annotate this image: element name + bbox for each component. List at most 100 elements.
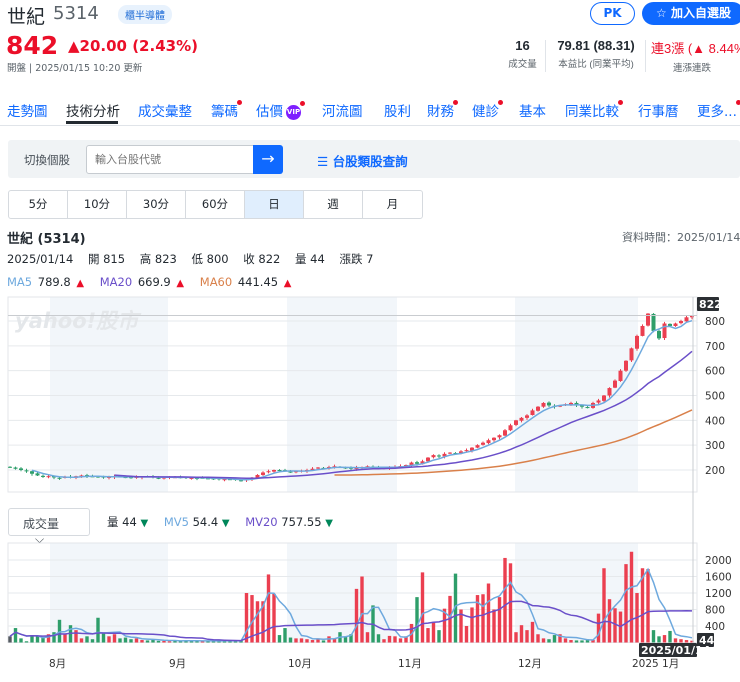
volume-bar	[668, 630, 672, 643]
nav-tab-12[interactable]: 更多...	[697, 100, 740, 120]
interval-tab-0[interactable]: 5分	[9, 191, 68, 218]
mv5-label: MV5	[163, 515, 189, 529]
candle	[79, 475, 84, 477]
volume-bar	[107, 636, 111, 643]
volume-bar	[530, 621, 535, 643]
candle	[35, 473, 40, 476]
volume-bar	[195, 641, 199, 643]
candle	[684, 317, 689, 322]
volume-tick-label: 1200	[705, 588, 732, 600]
high: 高 823	[139, 252, 177, 266]
nav-tab-3[interactable]: 籌碼	[211, 100, 242, 120]
change: 漲跌 7	[339, 252, 374, 266]
candle	[541, 402, 546, 407]
divider	[645, 40, 646, 72]
volume-bar	[41, 637, 45, 643]
candle	[96, 476, 100, 478]
volume-bar	[426, 628, 430, 643]
interval-tab-6[interactable]: 月	[386, 197, 399, 211]
category-query-link[interactable]: ☰ 台股類股查詢	[317, 154, 408, 169]
indicator-select[interactable]: 成交量⌵	[8, 508, 90, 546]
mv5-value: 54.4	[192, 515, 219, 529]
down-arrow-icon: ▼	[325, 518, 333, 529]
volume-bar	[261, 601, 265, 643]
interval-tab-2[interactable]: 30分	[127, 191, 186, 218]
volume-bar	[558, 634, 562, 643]
candle	[657, 330, 661, 339]
volume-bar	[151, 639, 155, 643]
nav-tab-1[interactable]: 技術分析	[66, 100, 120, 120]
candle	[327, 467, 331, 469]
volume-bar	[541, 638, 546, 643]
sector-badge[interactable]: 櫃半導體	[118, 5, 172, 24]
nav-tab-label: 技術分析	[66, 104, 120, 120]
candle	[607, 388, 612, 396]
volume-bar	[162, 640, 166, 643]
candle	[409, 462, 414, 466]
candle	[228, 479, 232, 481]
data-time: 資料時間：2025/01/14	[622, 231, 740, 244]
volume-bar	[475, 595, 480, 643]
interval-tab-3[interactable]: 60分	[186, 191, 245, 218]
nav-tab-11[interactable]: 行事曆	[638, 100, 679, 120]
volume-bar	[387, 635, 392, 643]
nav-tab-10[interactable]: 同業比較	[565, 100, 623, 120]
nav-tab-8[interactable]: 健診	[472, 100, 503, 120]
interval-tab-4[interactable]: 日	[245, 191, 304, 218]
volume-bar	[657, 636, 661, 643]
nav-tab-7[interactable]: 財務	[427, 100, 458, 120]
volume-bar	[294, 638, 298, 643]
volume-bar	[228, 641, 232, 643]
nav-tab-9[interactable]: 基本	[519, 100, 546, 120]
candle	[530, 410, 535, 416]
nav-tab-6[interactable]: 股利	[384, 100, 411, 120]
add-favorite-button[interactable]: ☆ 加入自選股	[642, 2, 740, 25]
up-arrow-icon: ▲	[176, 278, 185, 289]
month-label: 8月	[49, 658, 66, 670]
stat-streak: 連3漲 (▲ 8.44%) 連漲連跌	[651, 41, 740, 74]
volume-bar	[156, 640, 161, 643]
volume-bar	[343, 636, 348, 643]
stock-code: 5314	[53, 3, 99, 24]
nav-tab-2[interactable]: 成交彙整	[138, 100, 192, 120]
down-arrow-icon: ▼	[221, 518, 230, 529]
interval-tab-5[interactable]: 週	[304, 191, 363, 218]
nav-tab-label: 行事曆	[638, 104, 679, 120]
candle	[464, 450, 469, 452]
volume-bar	[442, 608, 447, 643]
candle	[426, 457, 430, 462]
stock-search-input[interactable]	[86, 145, 254, 174]
candle	[635, 335, 639, 349]
volume-tick-label: 1600	[705, 572, 732, 584]
vip-badge: VIP	[286, 100, 305, 120]
volume-bar	[613, 608, 617, 643]
nav-tab-5[interactable]: 河流圖	[322, 100, 363, 120]
candle	[514, 420, 518, 425]
volume-bar	[536, 634, 540, 643]
candle	[459, 451, 463, 454]
volume-bar	[360, 576, 364, 643]
volume-bar	[596, 613, 601, 643]
nav-tab-4[interactable]: 估價 VIP	[256, 100, 305, 120]
volume-bar	[481, 594, 485, 643]
close: 收 822	[243, 252, 281, 266]
volume-bar	[255, 601, 260, 643]
pk-button[interactable]: PK	[590, 2, 635, 25]
last-volume-tag-bg	[697, 633, 714, 647]
volume-bar	[376, 634, 381, 643]
volume-bar	[129, 639, 133, 643]
candle	[189, 477, 194, 479]
ma5-value: 789.8	[37, 275, 71, 289]
nav-tab-0[interactable]: 走勢圖	[7, 100, 48, 120]
switch-stock-label: 切換個股	[24, 153, 70, 167]
interval-tab-1[interactable]: 10分	[68, 191, 127, 218]
divider	[0, 125, 740, 126]
volume-bar	[574, 640, 579, 643]
volume-bar	[217, 641, 221, 643]
nav-tab-label: 更多...	[697, 100, 740, 120]
search-submit-button[interactable]: →	[253, 145, 283, 174]
volume-legend: 量 44 ▼ MV5 54.4 ▼ MV20 757.55 ▼	[107, 514, 345, 530]
candle	[288, 471, 293, 473]
update-time: 開盤 | 2025/01/15 10:20 更新	[7, 63, 143, 74]
